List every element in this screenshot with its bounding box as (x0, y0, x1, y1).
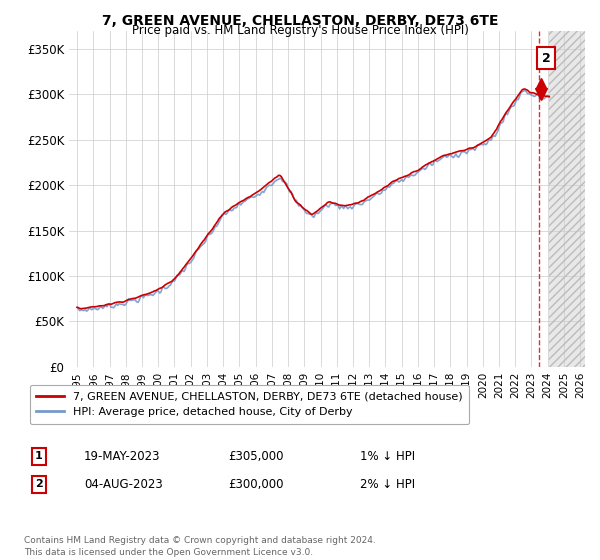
Bar (550, 31, 585, 367)
Text: 1% ↓ HPI: 1% ↓ HPI (360, 450, 415, 463)
Text: 2% ↓ HPI: 2% ↓ HPI (360, 478, 415, 491)
Text: 1: 1 (35, 451, 43, 461)
Text: 2: 2 (35, 479, 43, 489)
Text: Contains HM Land Registry data © Crown copyright and database right 2024.
This d: Contains HM Land Registry data © Crown c… (24, 536, 376, 557)
Text: 2: 2 (542, 52, 550, 64)
Text: Price paid vs. HM Land Registry's House Price Index (HPI): Price paid vs. HM Land Registry's House … (131, 24, 469, 37)
Bar (550, 31, 585, 367)
Legend: 7, GREEN AVENUE, CHELLASTON, DERBY, DE73 6TE (detached house), HPI: Average pric: 7, GREEN AVENUE, CHELLASTON, DERBY, DE73… (29, 385, 469, 424)
Text: 19-MAY-2023: 19-MAY-2023 (84, 450, 161, 463)
Text: £305,000: £305,000 (228, 450, 284, 463)
Text: 04-AUG-2023: 04-AUG-2023 (84, 478, 163, 491)
Text: 7, GREEN AVENUE, CHELLASTON, DERBY, DE73 6TE: 7, GREEN AVENUE, CHELLASTON, DERBY, DE73… (102, 14, 498, 28)
Text: £300,000: £300,000 (228, 478, 284, 491)
